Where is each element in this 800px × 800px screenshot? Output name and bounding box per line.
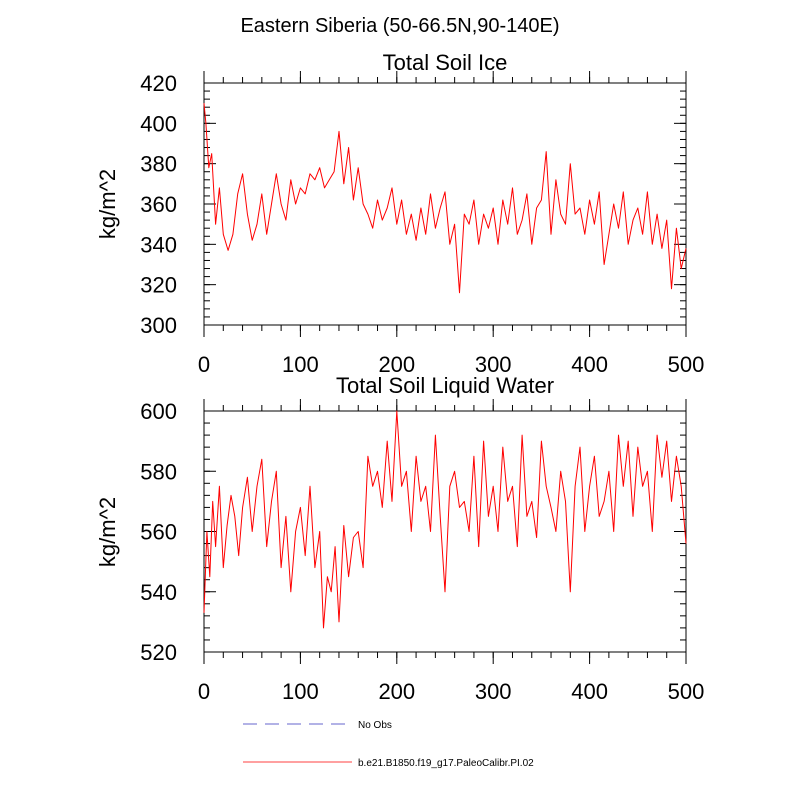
x-tick-label: 500 [668, 679, 705, 704]
x-tick-label: 300 [475, 352, 512, 377]
series-line [203, 103, 687, 294]
x-tick-label: 0 [198, 352, 210, 377]
x-tick-label: 400 [571, 679, 608, 704]
y-tick-label: 320 [140, 273, 177, 298]
x-tick-label: 400 [571, 352, 608, 377]
panel-total-soil-liquid-water: Total Soil Liquid Water kg/m^2 520 540 560… [95, 373, 704, 704]
legend-label-no-obs: No Obs [358, 720, 392, 731]
y-tick-label: 380 [140, 152, 177, 177]
legend-label-model: b.e21.B1850.f19_g17.PaleoCalibr.PI.02 [358, 758, 534, 769]
chart-title: Total Soil Ice [383, 50, 508, 75]
y-tick-label: 520 [140, 640, 177, 665]
x-tick-label: 300 [475, 679, 512, 704]
y-tick-label: 300 [140, 313, 177, 338]
x-tick-label: 200 [378, 679, 415, 704]
y-tick-label: 600 [140, 399, 177, 424]
y-axis-label: kg/m^2 [95, 497, 120, 567]
x-tick-label: 100 [282, 352, 319, 377]
y-tick-label: 400 [140, 111, 177, 136]
x-tick-label: 0 [198, 679, 210, 704]
y-axis-label: kg/m^2 [95, 169, 120, 239]
x-tick-label: 500 [668, 352, 705, 377]
legend: No Obs b.e21.B1850.f19_g17.PaleoCalibr.P… [243, 720, 534, 769]
y-tick-label: 580 [140, 459, 177, 484]
y-tick-label: 560 [140, 520, 177, 545]
y-tick-label: 360 [140, 192, 177, 217]
x-tick-label: 100 [282, 679, 319, 704]
figure-title: Eastern Siberia (50-66.5N,90-140E) [240, 15, 559, 37]
panel-total-soil-ice: Total Soil Ice kg/m^2 300 320 340 360 380 400… [95, 50, 704, 377]
series-line [203, 410, 687, 629]
x-tick-label: 200 [378, 352, 415, 377]
y-tick-label: 540 [140, 580, 177, 605]
y-tick-label: 420 [140, 71, 177, 96]
y-tick-label: 340 [140, 232, 177, 257]
chart-title: Total Soil Liquid Water [336, 373, 554, 398]
